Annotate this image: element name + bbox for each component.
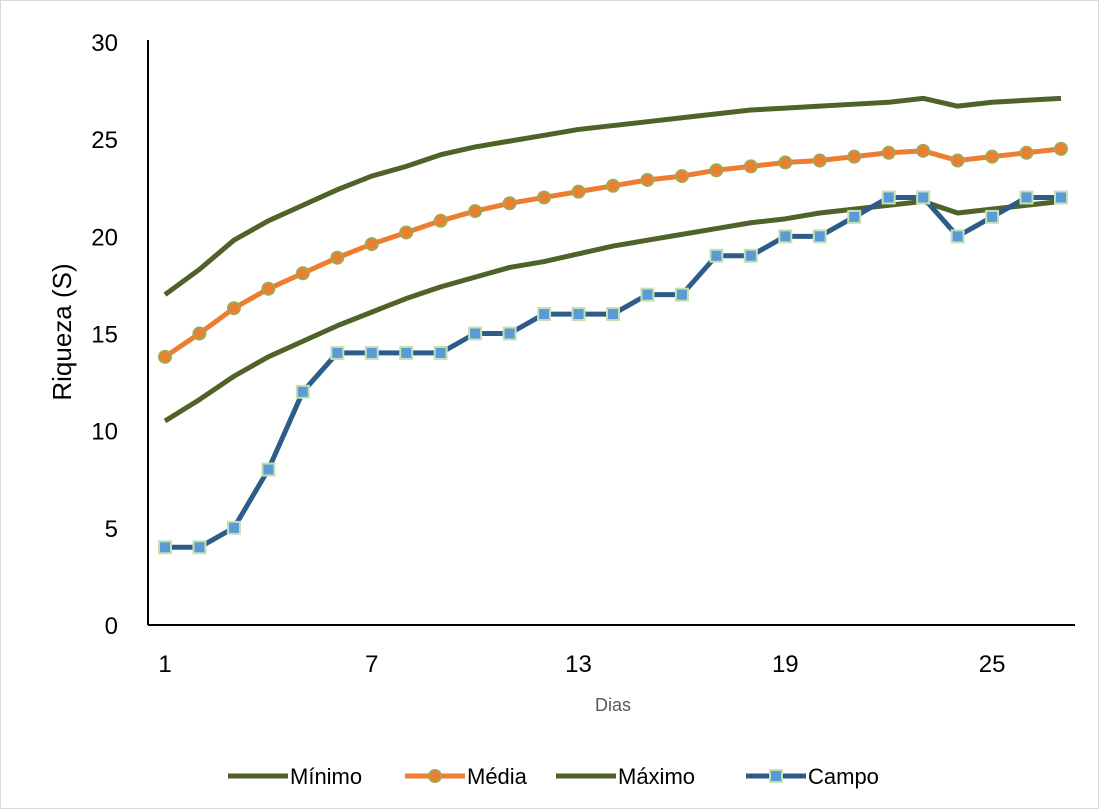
x-tick-label: 19 [772,651,799,678]
y-tick-label: 10 [91,419,118,446]
data-point [1054,141,1068,156]
data-point [709,163,724,178]
data-point [261,462,276,477]
series-campo [158,190,1068,555]
legend-item-maximo: Máximo [556,764,695,789]
data-point [674,287,689,302]
data-point [226,520,241,535]
data-point [812,229,827,244]
data-point [192,326,207,341]
legend-item-media: Média [405,764,528,789]
legend-item-minimo: Mínimo [228,764,362,789]
y-tick-labels: 0 5 10 15 20 25 30 [91,30,118,640]
y-axis-title: Riqueza (S) [47,263,77,400]
y-tick-label: 15 [91,322,118,349]
data-point [812,153,827,168]
data-point [847,209,862,224]
data-point [468,204,483,219]
data-point [433,345,448,360]
x-tick-label: 25 [979,651,1006,678]
data-point [674,169,689,184]
legend-label: Mínimo [290,764,362,789]
data-point [295,266,310,281]
data-point [1054,190,1068,205]
data-point [606,178,620,193]
x-tick-label: 13 [565,651,592,678]
data-point [330,250,345,265]
data-point [950,229,965,244]
series-layer [158,95,1068,555]
x-tick-label: 7 [365,651,378,678]
data-point [537,307,552,322]
x-tick-label: 1 [158,651,171,678]
data-point [330,345,345,360]
series-maximo [163,95,1062,297]
y-tick-label: 25 [91,127,118,154]
x-tick-labels: 1 7 13 19 25 [158,651,1005,678]
data-point [364,345,379,360]
legend: Mínimo Média Máximo Campo [228,764,879,789]
data-point [709,248,724,263]
series-line-maximo [163,95,1062,297]
y-tick-label: 30 [91,30,118,57]
data-point [192,540,207,555]
data-point [537,190,552,205]
data-point [985,209,1000,224]
data-point [640,172,655,187]
data-point [743,248,758,263]
data-point [158,349,172,364]
data-point [502,326,517,341]
data-point [847,149,862,164]
data-point [985,149,1000,164]
data-point [399,225,414,240]
data-point [1019,190,1034,205]
legend-marker-square [769,769,783,783]
data-point [571,307,586,322]
data-point [743,159,758,174]
data-point [881,190,896,205]
data-point [571,184,586,199]
legend-label: Campo [808,764,879,789]
series-minimo [163,198,1062,424]
data-point [881,145,896,160]
data-point [640,287,655,302]
data-point [399,345,414,360]
data-point [778,155,793,170]
legend-marker-circle [428,769,442,783]
data-point [1019,145,1034,160]
y-tick-label: 0 [105,613,118,640]
data-point [502,196,517,211]
data-point [433,213,448,228]
data-point [295,384,310,399]
data-point [778,229,793,244]
data-point [916,190,931,205]
y-tick-label: 20 [91,224,118,251]
data-point [916,143,931,158]
data-point [261,281,276,296]
series-line-campo [165,194,1061,550]
axes [147,40,1075,626]
x-axis-title: Dias [595,695,631,715]
series-line-minimo [163,198,1062,424]
data-point [468,326,483,341]
data-point [950,153,965,168]
legend-label: Máximo [618,764,695,789]
data-point [364,237,379,252]
legend-label: Média [467,764,528,789]
series-media [158,141,1068,364]
y-tick-label: 5 [105,516,118,543]
data-point [158,540,172,555]
data-point [606,307,620,322]
legend-item-campo: Campo [746,764,879,789]
data-point [226,301,241,316]
